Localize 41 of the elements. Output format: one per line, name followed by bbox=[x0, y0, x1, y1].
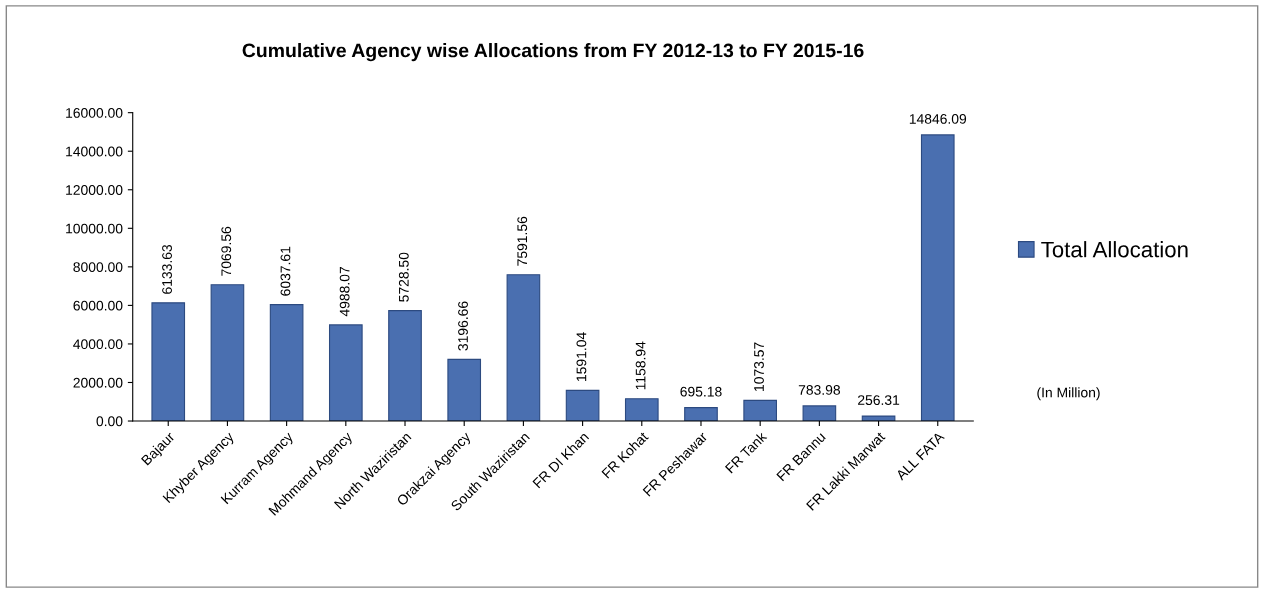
bar bbox=[328, 324, 363, 422]
y-tick-label: 8000.00 bbox=[73, 262, 123, 273]
data-label: 1158.94 bbox=[635, 341, 646, 390]
y-tick-label: 4000.00 bbox=[73, 339, 123, 350]
bar bbox=[684, 407, 718, 422]
y-tick-label: 12000.00 bbox=[66, 185, 123, 195]
text: (In Million) bbox=[1037, 387, 1100, 401]
y-tick-label: 6000.00 bbox=[73, 300, 123, 311]
bar bbox=[920, 134, 955, 422]
bar bbox=[743, 399, 778, 422]
data-label: 5728.50 bbox=[398, 252, 409, 302]
data-label: 3196.66 bbox=[458, 301, 468, 351]
y-tick-label: 10000.00 bbox=[66, 223, 123, 234]
y-tick-label: 0.00 bbox=[96, 416, 123, 427]
data-label: 1591.04 bbox=[576, 332, 587, 381]
x-tick-label: FR Tank bbox=[724, 430, 768, 474]
bar bbox=[802, 405, 837, 422]
chart-title: Cumulative Agency wise Allocations from FY 2012-13 to FY 2015-16 bbox=[242, 43, 864, 62]
data-label: 7591.56 bbox=[517, 216, 528, 266]
bar bbox=[210, 284, 245, 422]
y-tick-label: 2000.00 bbox=[73, 377, 123, 388]
data-label: 6133.63 bbox=[162, 244, 172, 294]
data-label: 14846.09 bbox=[909, 114, 967, 124]
data-label: 783.98 bbox=[798, 385, 841, 395]
data-label: 4988.07 bbox=[339, 267, 350, 317]
data-label: 695.18 bbox=[680, 386, 722, 397]
bar bbox=[447, 358, 482, 422]
y-tick-label: 14000.00 bbox=[66, 146, 123, 157]
bar bbox=[861, 415, 896, 422]
y-tick-label: 16000.00 bbox=[66, 108, 123, 118]
bar bbox=[624, 398, 659, 422]
bar bbox=[565, 389, 600, 422]
data-label: 256.31 bbox=[858, 395, 900, 406]
bar bbox=[151, 302, 186, 422]
data-label: 1073.57 bbox=[754, 342, 764, 391]
data-label: 6037.61 bbox=[280, 246, 291, 296]
bar bbox=[388, 310, 422, 422]
bar bbox=[269, 304, 304, 422]
bar bbox=[506, 274, 541, 422]
legend-label: Total Allocation bbox=[1041, 241, 1188, 258]
data-label: 7069.56 bbox=[221, 226, 232, 276]
